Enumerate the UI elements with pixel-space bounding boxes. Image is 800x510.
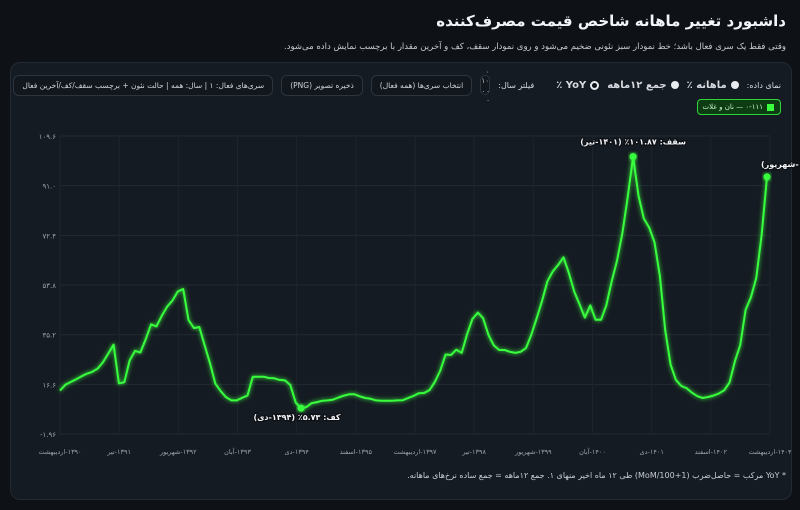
status-text: سری‌های فعال: ۱ | سال: همه | حالت نئون +… <box>13 74 274 96</box>
mode-yoy-label: YoY ٪ <box>556 79 587 91</box>
y-tick-label: ۵۳.۸ <box>42 282 56 290</box>
x-tick-label: ۱۳۹۵-اسفند <box>340 448 373 456</box>
x-tick-label: ۱۳۹۳-آبان <box>224 447 251 456</box>
year-filter-label: فیلتر سال: <box>498 80 535 90</box>
mode-sum12-label: جمع ۱۲ماهه <box>607 79 667 91</box>
radio-dot-icon <box>670 81 679 89</box>
mode-monthly-radio[interactable]: ماهانه ٪ <box>687 80 739 91</box>
last-annotation-label: آخرین: ۹۴.۳۰٪ (۱۴۰۴-شهریور) <box>761 159 800 169</box>
min-annotation-point <box>297 404 305 412</box>
series-toggle-bread-cereals[interactable]: ۰-۱۱۱ — نان و غلات <box>697 99 781 115</box>
x-tick-label: ۱۳۹۷-اردیبهشت <box>393 448 437 456</box>
select-series-button[interactable]: انتخاب سری‌ها (همه فعال) <box>370 74 473 96</box>
last-annotation-point <box>763 173 771 181</box>
x-tick-label: ۱۴۰۴-اردیبهشت <box>748 448 792 456</box>
y-tick-label: -۱.۹۶ <box>40 431 56 439</box>
chart-panel: نمای داده: ماهانه ٪ جمع ۱۲ماهه YoY ٪ فیل… <box>10 62 792 500</box>
controls-bar: نمای داده: ماهانه ٪ جمع ۱۲ماهه YoY ٪ فیل… <box>11 67 791 103</box>
series-tag-label: ۰-۱۱۱ — نان و غلات <box>702 103 763 111</box>
page-subtitle: وقتی فقط یک سری فعال باشد؛ خط نمودار سبز… <box>284 42 786 52</box>
x-tick-label: ۱۴۰۲-اسفند <box>695 448 728 456</box>
save-image-label: ذخیره تصویر <box>314 80 354 90</box>
x-tick-label: ۱۳۹۸-تیر <box>461 448 486 456</box>
mode-monthly-label: ماهانه ٪ <box>686 79 727 91</box>
x-tick-label: ۱۳۹۹-شهریور <box>514 448 552 456</box>
max-annotation-point <box>629 153 637 161</box>
x-tick-label: ۱۳۹۴-دی <box>285 448 310 456</box>
max-annotation-label: سقف: ۱۰۱.۸۷٪ (۱۴۰۱-تیر) <box>580 138 686 147</box>
min-annotation-label: کف: ۵.۷۳٪ (۱۳۹۴-دی) <box>253 413 340 422</box>
radio-dot-icon <box>730 81 739 89</box>
display-mode-label: نمای داده: <box>746 80 781 90</box>
x-tick-label: ۱۳۹۲-شهریور <box>159 448 197 456</box>
series-line-bread-cereals <box>59 155 768 410</box>
series-color-swatch-icon <box>767 103 774 111</box>
mode-yoy-radio[interactable]: YoY ٪ <box>556 79 600 91</box>
x-tick-label: ۱۴۰۰-آبان <box>579 447 606 456</box>
radio-selected-icon <box>590 80 600 90</box>
y-tick-label: ۷۲.۴ <box>42 232 56 240</box>
y-tick-label: ۹۱.۰ <box>42 183 56 191</box>
y-tick-label: ۱۰۹.۶ <box>39 133 57 141</box>
x-tick-label: ۱۴۰۱-دی <box>640 448 664 456</box>
save-image-button[interactable]: ذخیره تصویر (PNG) <box>281 74 363 96</box>
x-tick-label: ۱۳۹۱-تیر <box>106 448 131 456</box>
page-title: داشبورد تغییر ماهانه شاخص قیمت مصرف‌کنند… <box>436 12 786 30</box>
mode-sum12-radio[interactable]: جمع ۱۲ماهه <box>607 79 679 91</box>
y-tick-label: ۱۶.۶ <box>42 381 56 389</box>
save-image-format: (PNG) <box>290 80 313 90</box>
x-tick-label: ۱۳۹۰-اردیبهشت <box>38 448 81 456</box>
y-tick-label: ۳۵.۲ <box>42 332 56 340</box>
footnote: * YoY مرکب = حاصل‌ضرب (MoM/100+1) طی ۱۲ … <box>407 471 786 480</box>
